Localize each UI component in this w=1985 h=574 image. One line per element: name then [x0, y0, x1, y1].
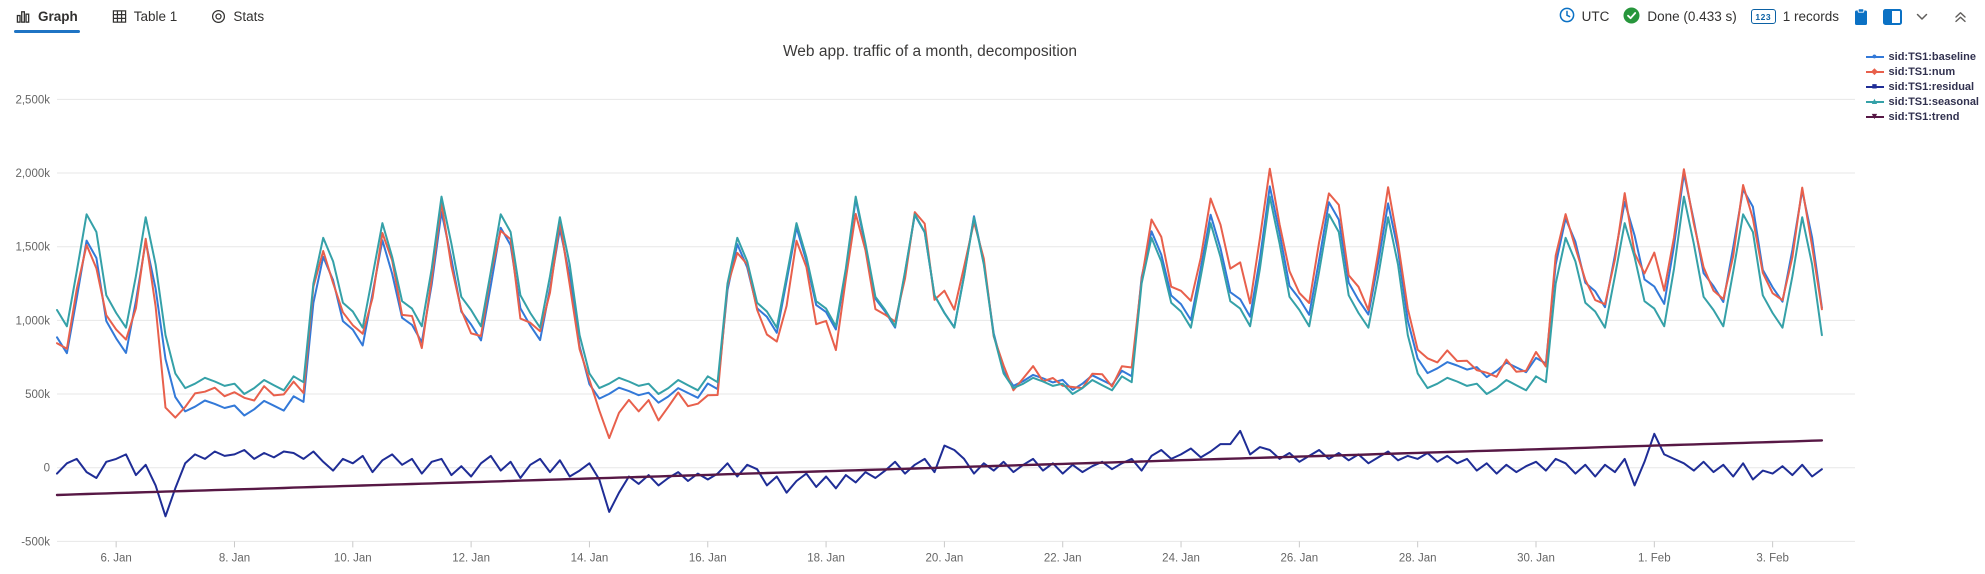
clock-icon — [1559, 7, 1575, 26]
legend-item-trend[interactable]: ▼ sid:TS1:trend — [1865, 110, 1979, 123]
timezone-selector[interactable]: UTC — [1559, 7, 1610, 26]
timezone-label: UTC — [1581, 9, 1610, 24]
svg-text:0: 0 — [44, 463, 50, 475]
legend-item-baseline[interactable]: ● sid:TS1:baseline — [1865, 50, 1979, 63]
svg-text:2,500k: 2,500k — [15, 94, 50, 106]
svg-text:26. Jan: 26. Jan — [1280, 552, 1318, 564]
legend-marker-circle: ● — [1865, 51, 1884, 62]
success-check-icon — [1623, 7, 1640, 27]
svg-text:22. Jan: 22. Jan — [1044, 552, 1082, 564]
time-series-plot: -500k 0 500k 1,000k 1,500k 2,000k 2,500k 6. Jan… — [15, 94, 1855, 564]
svg-text:18. Jan: 18. Jan — [807, 552, 845, 564]
layout-panel-button[interactable] — [1883, 8, 1902, 25]
svg-text:10. Jan: 10. Jan — [334, 552, 372, 564]
legend-marker-triangle-down: ▼ — [1865, 111, 1884, 122]
legend-marker-diamond: ◆ — [1865, 66, 1884, 77]
tab-graph[interactable]: Graph — [14, 0, 80, 33]
chart-area: Web app. traffic of a month, decompositi… — [0, 33, 1985, 574]
legend-marker-triangle-up: ▲ — [1865, 96, 1884, 107]
svg-text:12. Jan: 12. Jan — [452, 552, 490, 564]
svg-text:500k: 500k — [25, 389, 50, 401]
query-status: Done (0.433 s) — [1623, 7, 1737, 27]
tab-stats[interactable]: Stats — [209, 0, 266, 33]
svg-text:3. Feb: 3. Feb — [1756, 552, 1789, 564]
tab-table-1-label: Table 1 — [133, 9, 178, 24]
svg-text:30. Jan: 30. Jan — [1517, 552, 1555, 564]
svg-text:1. Feb: 1. Feb — [1638, 552, 1671, 564]
svg-text:24. Jan: 24. Jan — [1162, 552, 1200, 564]
stats-target-icon — [211, 9, 226, 24]
svg-text:6. Jan: 6. Jan — [100, 552, 131, 564]
svg-text:1,000k: 1,000k — [15, 315, 50, 327]
chevron-down-icon[interactable] — [1916, 13, 1928, 21]
legend-item-seasonal[interactable]: ▲ sid:TS1:seasonal — [1865, 95, 1979, 108]
query-statusbar: UTC Done (0.433 s) 123 1 records — [1559, 7, 1967, 27]
svg-text:2,000k: 2,000k — [15, 168, 50, 180]
records-count-icon: 123 — [1750, 9, 1776, 24]
record-count-text: 1 records — [1782, 9, 1839, 24]
svg-text:-500k: -500k — [21, 536, 50, 548]
svg-text:1,500k: 1,500k — [15, 242, 50, 254]
chart-title: Web app. traffic of a month, decompositi… — [782, 43, 1078, 60]
svg-text:20. Jan: 20. Jan — [926, 552, 964, 564]
query-status-text: Done (0.433 s) — [1647, 9, 1737, 24]
tab-graph-label: Graph — [38, 9, 78, 24]
legend-item-num[interactable]: ◆ sid:TS1:num — [1865, 65, 1979, 78]
legend-marker-square: ■ — [1865, 81, 1884, 92]
svg-text:28. Jan: 28. Jan — [1399, 552, 1437, 564]
legend-item-residual[interactable]: ■ sid:TS1:residual — [1865, 80, 1979, 93]
svg-text:14. Jan: 14. Jan — [571, 552, 609, 564]
chart-legend: ● sid:TS1:baseline ◆ sid:TS1:num ■ sid:T… — [1865, 50, 1979, 123]
bar-chart-icon — [16, 9, 31, 24]
svg-text:16. Jan: 16. Jan — [689, 552, 727, 564]
svg-text:8. Jan: 8. Jan — [219, 552, 250, 564]
copy-to-clipboard-button[interactable] — [1853, 7, 1869, 26]
top-toolbar: Graph Table 1 Stats UTC Done (0.433 s — [0, 0, 1985, 33]
tab-stats-label: Stats — [233, 9, 265, 24]
table-grid-icon — [112, 9, 127, 24]
result-tabs: Graph Table 1 Stats — [14, 0, 266, 33]
collapse-panel-icon[interactable] — [1954, 11, 1967, 23]
tab-table-1[interactable]: Table 1 — [110, 0, 180, 33]
record-count: 123 1 records — [1750, 9, 1839, 24]
